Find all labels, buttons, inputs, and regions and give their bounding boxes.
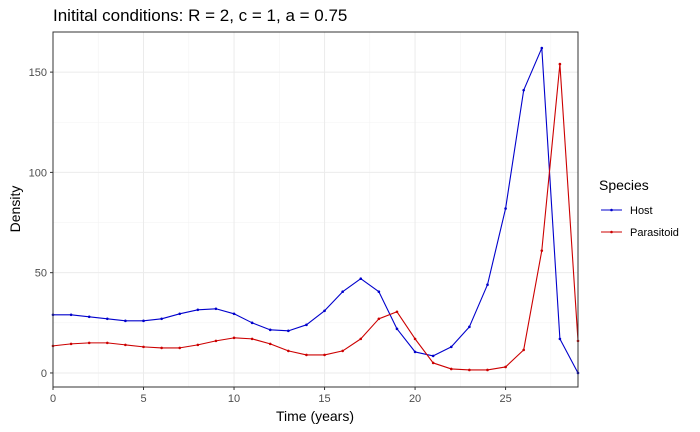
series-line-host [53,47,579,374]
data-point-parasitoid [106,341,109,345]
data-point-parasitoid [558,62,562,66]
data-point-host [486,283,489,287]
data-point-host [558,337,562,341]
data-point-parasitoid [160,346,163,350]
data-point-parasitoid [196,343,200,347]
data-point-host [287,329,290,333]
minor-gridlines [53,32,578,387]
legend-title: Species [599,177,649,193]
data-point-host [504,207,507,210]
data-point-host [413,350,417,354]
data-point-parasitoid [87,341,91,345]
data-point-parasitoid [486,368,489,372]
data-point-host [124,319,127,323]
legend-label-host: Host [630,205,653,217]
data-point-host [160,317,163,321]
x-tick-label: 25 [499,393,511,405]
data-point-parasitoid [431,361,435,365]
data-point-parasitoid [341,349,344,353]
data-point-parasitoid [69,342,73,346]
data-point-host [341,290,344,294]
data-point-host [359,277,363,280]
legend-key-point-host [610,208,613,212]
plot-panel-border [52,31,579,388]
data-point-host [449,345,453,349]
data-point-host [305,323,308,327]
x-tick-label: 20 [409,393,421,405]
legend-label-parasitoid: Parasitoid [630,227,679,239]
x-tick-label: 0 [50,393,56,405]
data-point-host [232,312,236,316]
data-point-parasitoid [522,348,525,352]
data-point-parasitoid [305,353,308,357]
legend-key-point-parasitoid [610,230,613,234]
data-point-parasitoid [377,317,381,321]
data-point-parasitoid [468,368,471,372]
data-point-host [196,308,200,312]
x-axis-title: Time (years) [276,408,354,424]
x-axis-ticks: 0 5 10 15 20 25 [50,387,512,405]
y-tick-label: 0 [41,368,47,380]
data-point-parasitoid [124,343,127,347]
data-point-parasitoid [413,337,417,341]
y-tick-label: 100 [29,167,47,179]
data-point-host [468,325,471,329]
legend: Species Host Parasitoid [599,177,679,239]
data-point-parasitoid [395,310,399,314]
chart-title: Initital conditions: R = 2, c = 1, a = 0… [53,6,347,25]
data-point-parasitoid [287,349,290,353]
data-point-parasitoid [449,367,453,371]
data-point-parasitoid [232,336,236,340]
data-point-parasitoid [178,346,182,350]
data-point-host [250,321,254,325]
y-axis-ticks: 0 50 100 150 [29,67,53,380]
data-point-parasitoid [504,365,507,369]
major-gridlines [52,32,578,387]
data-point-parasitoid [323,353,326,357]
data-point-host [395,327,399,331]
data-point-parasitoid [540,249,544,252]
x-tick-label: 15 [318,393,330,405]
legend-items: Host Parasitoid [601,205,679,239]
data-point-parasitoid [142,345,145,349]
data-point-host [214,307,218,311]
data-point-host [106,317,109,321]
data-point-parasitoid [268,342,272,346]
series-layer [51,46,580,375]
data-point-parasitoid [359,337,363,341]
data-point-host [87,315,91,319]
data-point-host [268,328,272,332]
data-point-host [540,46,544,50]
x-tick-label: 10 [228,393,240,405]
data-point-host [522,88,525,92]
series-line-parasitoid [52,63,579,371]
y-tick-label: 150 [29,67,47,79]
y-tick-label: 50 [35,268,47,280]
data-point-host [178,312,182,316]
data-point-parasitoid [250,337,254,341]
data-point-host [377,290,381,294]
data-point-host [431,354,435,358]
data-point-parasitoid [214,339,218,343]
data-point-host [69,313,73,317]
data-point-host [323,309,326,313]
x-tick-label: 5 [140,393,146,405]
y-axis-title: Density [7,186,23,233]
data-point-host [142,319,145,323]
